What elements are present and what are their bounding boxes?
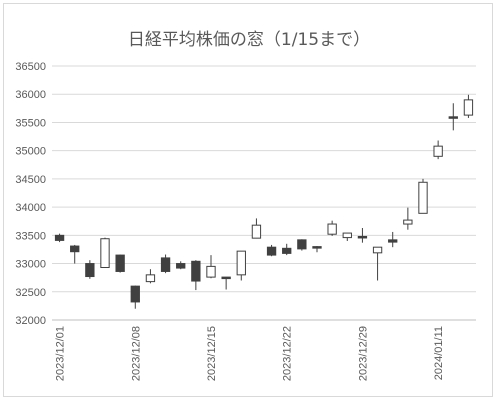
y-tick-label: 35500 — [15, 117, 46, 129]
candle-body-up — [403, 219, 413, 225]
x-tick-label: 2024/01/11 — [433, 326, 445, 380]
candle-body-down — [221, 276, 231, 280]
candle-body-up — [372, 246, 383, 254]
candle-body-down — [70, 245, 80, 253]
y-tick-label: 32500 — [15, 287, 46, 299]
y-tick-label: 32000 — [15, 315, 46, 327]
x-tick-label: 2023/12/15 — [206, 326, 218, 381]
candle-body-down — [160, 257, 171, 272]
chart-title: 日経平均株価の窓（1/15まで） — [127, 30, 371, 50]
candle-body-up — [342, 232, 352, 239]
candle-body-down — [54, 234, 65, 241]
candle-body-down — [176, 263, 186, 269]
candle-body-down — [388, 239, 398, 243]
candle-body-down — [191, 260, 201, 282]
candle-body-down — [130, 285, 140, 303]
chart-area: 日経平均株価の窓（1/15まで） — [3, 3, 493, 397]
candle-body-up — [251, 224, 262, 239]
candle-body-down — [115, 254, 125, 272]
candle-body-down — [297, 239, 307, 250]
candle-body-up — [418, 181, 428, 214]
y-tick-label: 35000 — [15, 146, 46, 158]
candle-body-up — [206, 265, 216, 278]
candle-body-up — [463, 99, 474, 116]
candle-body-down — [282, 247, 292, 254]
candle-body-up — [327, 223, 337, 235]
y-tick-label: 33000 — [15, 259, 46, 271]
x-tick-label: 2023/12/08 — [130, 326, 142, 381]
y-tick-label: 34500 — [15, 174, 46, 186]
x-tick-label: 2023/12/01 — [55, 326, 67, 381]
y-tick-label: 36000 — [15, 89, 46, 101]
candle-body-up — [236, 250, 246, 276]
x-tick-label: 2023/12/22 — [282, 326, 294, 381]
y-tick-label: 34000 — [15, 202, 46, 214]
candle-body-up — [100, 238, 110, 269]
candle-body-up — [145, 274, 156, 283]
candle-body-down — [266, 246, 277, 256]
candle-body-up — [433, 145, 443, 157]
candle-body-down — [85, 263, 95, 278]
candle-body-down — [357, 235, 368, 239]
y-tick-label: 33500 — [15, 230, 46, 242]
y-tick-label: 36500 — [15, 61, 46, 73]
candle-body-down — [312, 246, 322, 249]
candle-body-down — [448, 116, 458, 119]
x-tick-label: 2023/12/29 — [357, 326, 369, 381]
